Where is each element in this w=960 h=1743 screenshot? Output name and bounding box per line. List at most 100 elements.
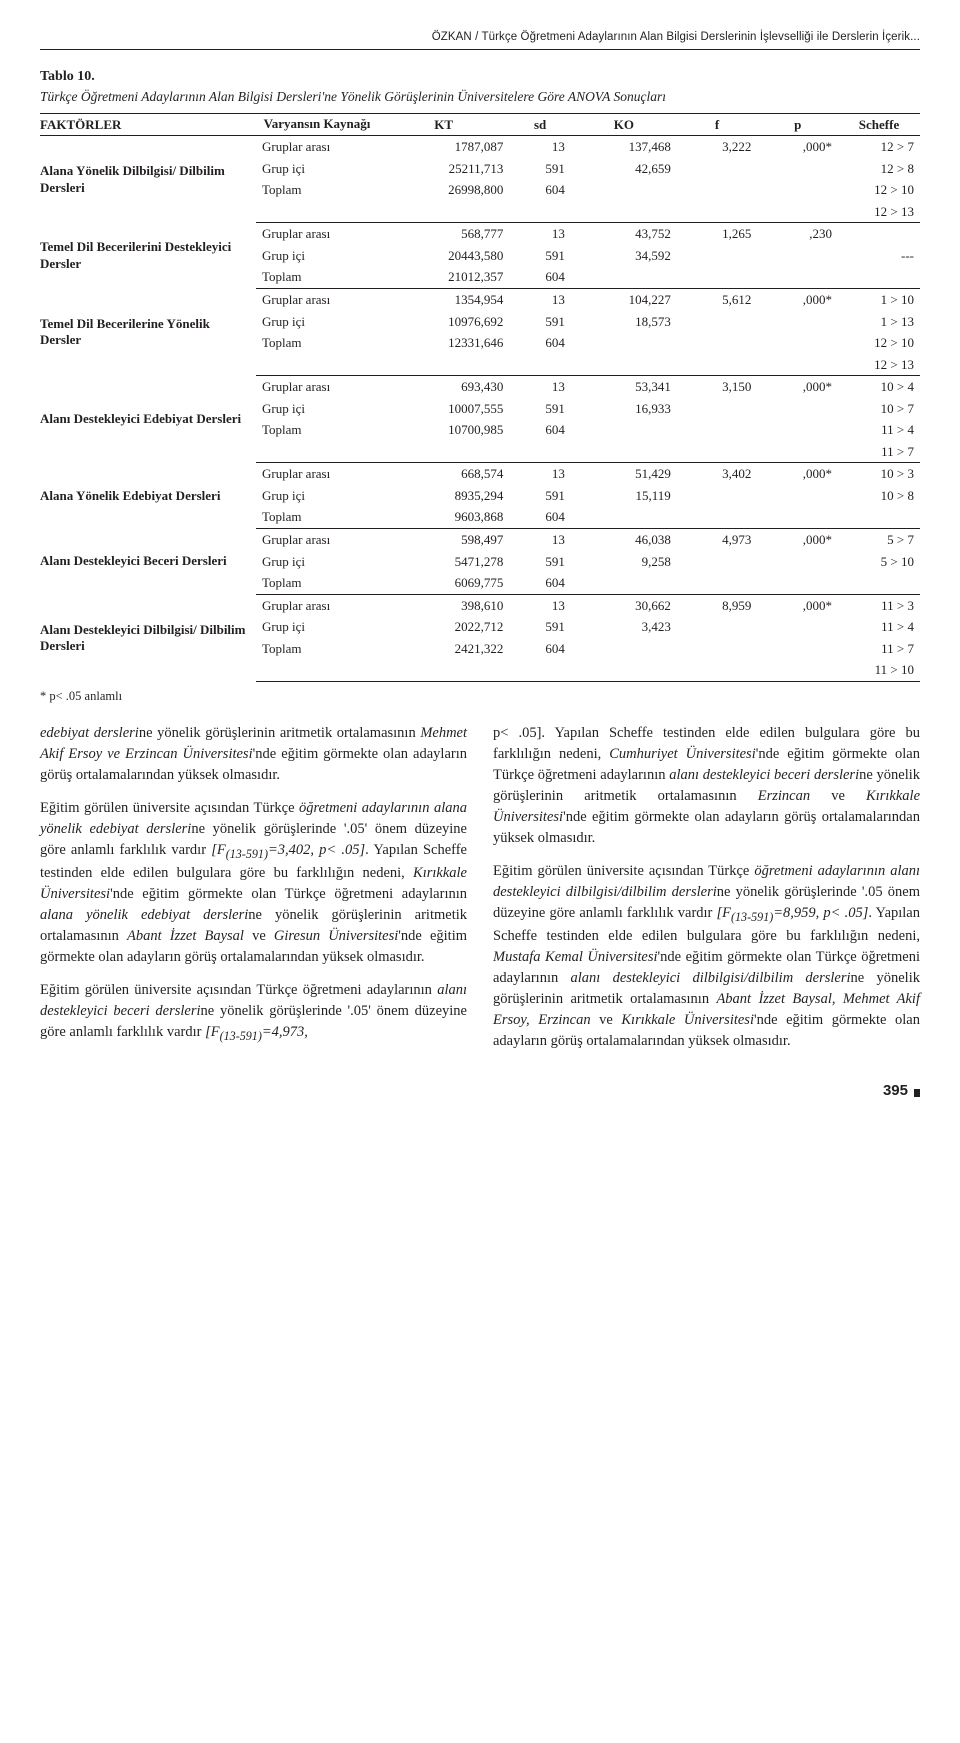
cell-ko: [571, 419, 677, 441]
factor-label: Temel Dil Becerilerini Destekleyici Ders…: [40, 223, 256, 289]
cell-ko: [571, 506, 677, 528]
cell-ko: 46,038: [571, 529, 677, 551]
cell-empty: [256, 659, 378, 681]
cell-ko: 137,468: [571, 136, 677, 158]
cell-f: 8,959: [677, 594, 758, 616]
cell-empty: [378, 354, 509, 376]
source-label: Toplam: [256, 572, 378, 594]
cell-ko: [571, 572, 677, 594]
cell-scheffe: 1 > 10: [838, 289, 920, 311]
cell-scheffe: 11 > 10: [838, 659, 920, 681]
cell-p: ,000*: [757, 529, 838, 551]
table-row: Alana Yönelik Dilbilgisi/ Dilbilim Dersl…: [40, 136, 920, 158]
running-head: ÖZKAN / Türkçe Öğretmeni Adaylarının Ala…: [40, 30, 920, 50]
table-header-row: FAKTÖRLER Varyansın Kaynağı KT sd KO f p…: [40, 113, 920, 136]
cell-sd: 591: [509, 158, 571, 180]
table-footnote: * p< .05 anlamlı: [40, 688, 920, 705]
cell-scheffe: 11 > 3: [838, 594, 920, 616]
cell-p: ,230: [757, 223, 838, 245]
cell-kt: 6069,775: [378, 572, 509, 594]
cell-sd: 591: [509, 311, 571, 333]
cell-f: [677, 398, 758, 420]
cell-scheffe: 11 > 7: [838, 638, 920, 660]
cell-empty: [571, 441, 677, 463]
cell-p: [757, 638, 838, 660]
table-row: Alanı Destekleyici Beceri DersleriGrupla…: [40, 529, 920, 551]
source-label: Grup içi: [256, 551, 378, 573]
factor-label: Alana Yönelik Edebiyat Dersleri: [40, 463, 256, 529]
source-label: Gruplar arası: [256, 376, 378, 398]
cell-scheffe: 12 > 7: [838, 136, 920, 158]
paragraph: Eğitim görülen üniversite açısından Türk…: [493, 861, 920, 1053]
cell-p: [757, 332, 838, 354]
cell-scheffe: [838, 506, 920, 528]
cell-scheffe: 1 > 13: [838, 311, 920, 333]
footnote-text: * p< .05 anlamlı: [40, 689, 122, 703]
cell-f: 4,973: [677, 529, 758, 551]
page-number: 395: [40, 1079, 920, 1101]
cell-empty: [509, 201, 571, 223]
anova-table: FAKTÖRLER Varyansın Kaynağı KT sd KO f p…: [40, 113, 920, 682]
cell-p: ,000*: [757, 594, 838, 616]
cell-scheffe: 10 > 8: [838, 485, 920, 507]
cell-f: [677, 158, 758, 180]
cell-f: [677, 485, 758, 507]
cell-empty: [757, 354, 838, 376]
source-label: Gruplar arası: [256, 223, 378, 245]
cell-empty: [378, 201, 509, 223]
cell-kt: 10976,692: [378, 311, 509, 333]
cell-kt: 398,610: [378, 594, 509, 616]
cell-scheffe: 5 > 7: [838, 529, 920, 551]
source-label: Gruplar arası: [256, 136, 378, 158]
cell-scheffe: 10 > 4: [838, 376, 920, 398]
cell-p: [757, 245, 838, 267]
cell-kt: 10007,555: [378, 398, 509, 420]
cell-ko: 43,752: [571, 223, 677, 245]
cell-kt: 9603,868: [378, 506, 509, 528]
col-sd: sd: [509, 113, 571, 136]
col-kt: KT: [378, 113, 509, 136]
cell-f: [677, 572, 758, 594]
factor-label: Alanı Destekleyici Beceri Dersleri: [40, 529, 256, 595]
factor-label: Alanı Destekleyici Dilbilgisi/ Dilbilim …: [40, 594, 256, 681]
cell-scheffe: [838, 223, 920, 245]
page-number-value: 395: [883, 1081, 908, 1101]
factor-label: Alanı Destekleyici Edebiyat Dersleri: [40, 376, 256, 463]
cell-p: ,000*: [757, 136, 838, 158]
cell-p: ,000*: [757, 376, 838, 398]
col-ko: KO: [571, 113, 677, 136]
cell-empty: [256, 441, 378, 463]
table-row: Temel Dil Becerilerini Destekleyici Ders…: [40, 223, 920, 245]
cell-p: ,000*: [757, 463, 838, 485]
cell-scheffe: 12 > 10: [838, 332, 920, 354]
paragraph: Eğitim görülen üniversite açısından Türk…: [40, 980, 467, 1045]
cell-empty: [378, 441, 509, 463]
cell-empty: [256, 354, 378, 376]
col-scheffe: Scheffe: [838, 113, 920, 136]
cell-kt: 20443,580: [378, 245, 509, 267]
cell-scheffe: [838, 266, 920, 288]
cell-empty: [509, 659, 571, 681]
cell-f: [677, 551, 758, 573]
cell-kt: 2022,712: [378, 616, 509, 638]
cell-scheffe: 5 > 10: [838, 551, 920, 573]
source-label: Toplam: [256, 266, 378, 288]
cell-sd: 604: [509, 332, 571, 354]
cell-kt: 8935,294: [378, 485, 509, 507]
factor-label: Alana Yönelik Dilbilgisi/ Dilbilim Dersl…: [40, 136, 256, 223]
cell-f: 3,150: [677, 376, 758, 398]
cell-empty: [378, 659, 509, 681]
cell-sd: 13: [509, 376, 571, 398]
source-label: Gruplar arası: [256, 594, 378, 616]
cell-kt: 1787,087: [378, 136, 509, 158]
cell-ko: 30,662: [571, 594, 677, 616]
source-label: Grup içi: [256, 158, 378, 180]
cell-sd: 13: [509, 463, 571, 485]
cell-f: 1,265: [677, 223, 758, 245]
source-label: Grup içi: [256, 616, 378, 638]
cell-kt: 10700,985: [378, 419, 509, 441]
cell-p: [757, 616, 838, 638]
cell-f: [677, 419, 758, 441]
cell-sd: 604: [509, 572, 571, 594]
cell-ko: [571, 266, 677, 288]
